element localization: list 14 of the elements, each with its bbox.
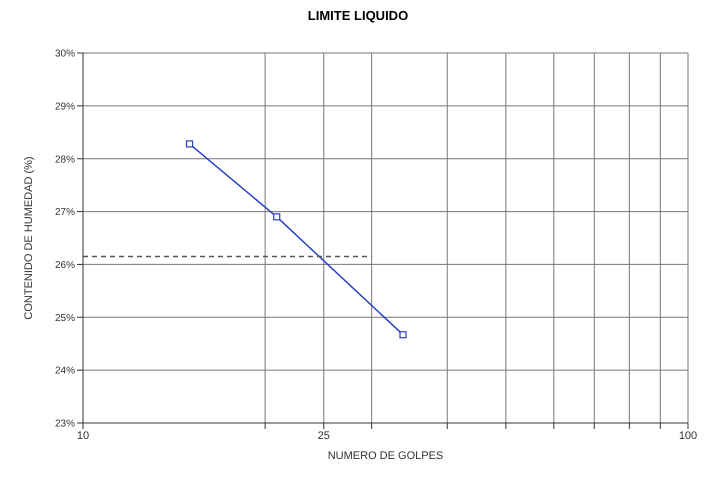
y-tick-label: 29% [54, 101, 76, 112]
y-tick-label: 28% [54, 154, 76, 166]
y-tick-label: 27% [54, 207, 76, 218]
y-tick-label: 30% [54, 48, 76, 60]
x-tick-label: 10 [76, 430, 90, 442]
y-tick-label: 26% [54, 260, 76, 271]
x-tick-label: 100 [678, 430, 698, 442]
y-tick-label: 25% [54, 312, 76, 324]
y-axis-title: CONTENIDO DE HUMEDAD (%) [22, 156, 35, 320]
y-tick-label: 24% [54, 366, 76, 377]
y-tick-label: 23% [54, 418, 76, 430]
x-tick-label: 25 [318, 430, 330, 442]
chart-title: LIMITE LIQUIDO [306, 8, 410, 23]
x-axis-title: NUMERO DE GOLPES [328, 450, 444, 462]
